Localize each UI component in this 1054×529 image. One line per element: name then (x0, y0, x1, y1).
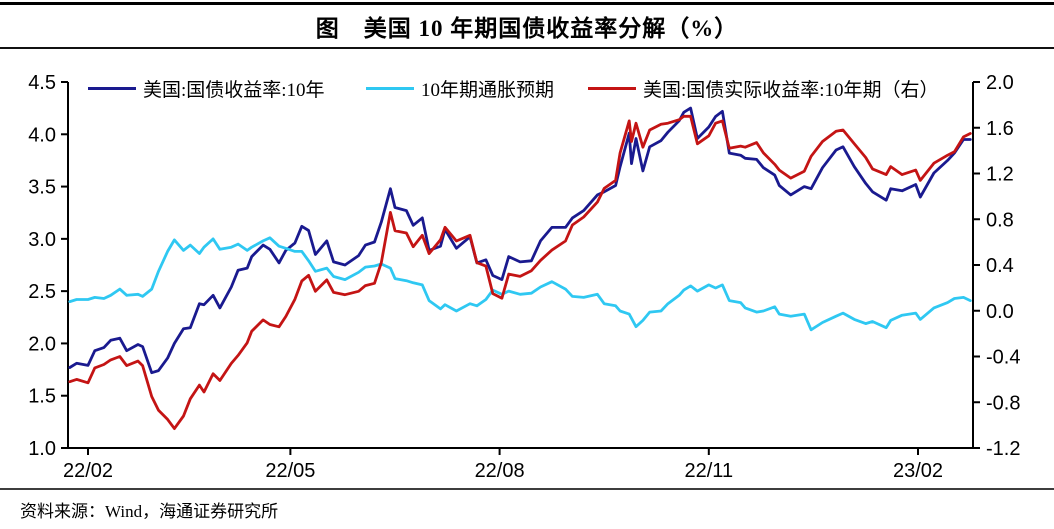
series-line-2 (68, 114, 972, 431)
left-axis-tick-label: 1.0 (28, 438, 56, 460)
footer-rule (0, 488, 1054, 490)
x-axis-tick-label: 22/02 (63, 460, 113, 482)
legend-label-real-yield: 美国:国债实际收益率:10年期（右） (643, 79, 939, 101)
right-axis-tick-label: 0.0 (986, 301, 1014, 323)
chart-legend: 美国:国债收益率:10年 10年期通胀预期 美国:国债实际收益率:10年期（右） (0, 77, 1054, 101)
right-axis-tick-label: 1.6 (986, 118, 1014, 140)
legend-line-cyan-icon (366, 86, 414, 90)
x-axis-tick-label: 22/05 (265, 460, 315, 482)
title-divider-rule (0, 47, 1054, 49)
legend-item-real-yield: 美国:国债实际收益率:10年期（右） (588, 77, 939, 101)
left-axis-tick-label: 2.0 (28, 333, 56, 355)
data-source-note: 资料来源：Wind，海通证券研究所 (20, 502, 279, 521)
legend-label-nominal-yield: 美国:国债收益率:10年 (143, 79, 325, 101)
top-rule (0, 2, 1054, 5)
legend-line-navy-icon (88, 86, 136, 90)
x-axis-tick-label: 22/11 (685, 460, 734, 482)
x-axis-tick-label: 22/08 (475, 460, 525, 482)
legend-line-red-icon (588, 86, 636, 90)
series-line-0 (68, 106, 972, 375)
left-axis-tick-label: 1.5 (28, 386, 56, 408)
right-axis-tick-label: 0.4 (986, 255, 1014, 277)
chart-title: 图 美国 10 年期国债收益率分解（%） (315, 16, 739, 41)
right-axis-tick-label: -0.4 (986, 347, 1020, 369)
left-axis-tick-label: 2.5 (28, 281, 56, 303)
right-axis-tick-label: 0.8 (986, 209, 1014, 231)
left-axis-tick-label: 3.0 (28, 229, 56, 251)
right-axis-tick-label: 1.2 (986, 164, 1014, 186)
legend-item-nominal-yield: 美国:国债收益率:10年 (88, 77, 325, 101)
legend-item-inflation-expectation: 10年期通胀预期 (366, 77, 555, 101)
left-axis-tick-label: 4.0 (28, 124, 56, 146)
x-axis-tick-label: 23/02 (893, 460, 943, 482)
right-axis-tick-label: -0.8 (986, 392, 1020, 414)
right-axis-tick-label: 2.0 (986, 72, 1014, 94)
left-axis-tick-label: 4.5 (28, 72, 56, 94)
series-line-1 (68, 236, 972, 332)
legend-label-inflation-expectation: 10年期通胀预期 (421, 79, 555, 101)
right-axis-tick-label: -1.2 (986, 438, 1020, 460)
left-axis-tick-label: 3.5 (28, 177, 56, 199)
